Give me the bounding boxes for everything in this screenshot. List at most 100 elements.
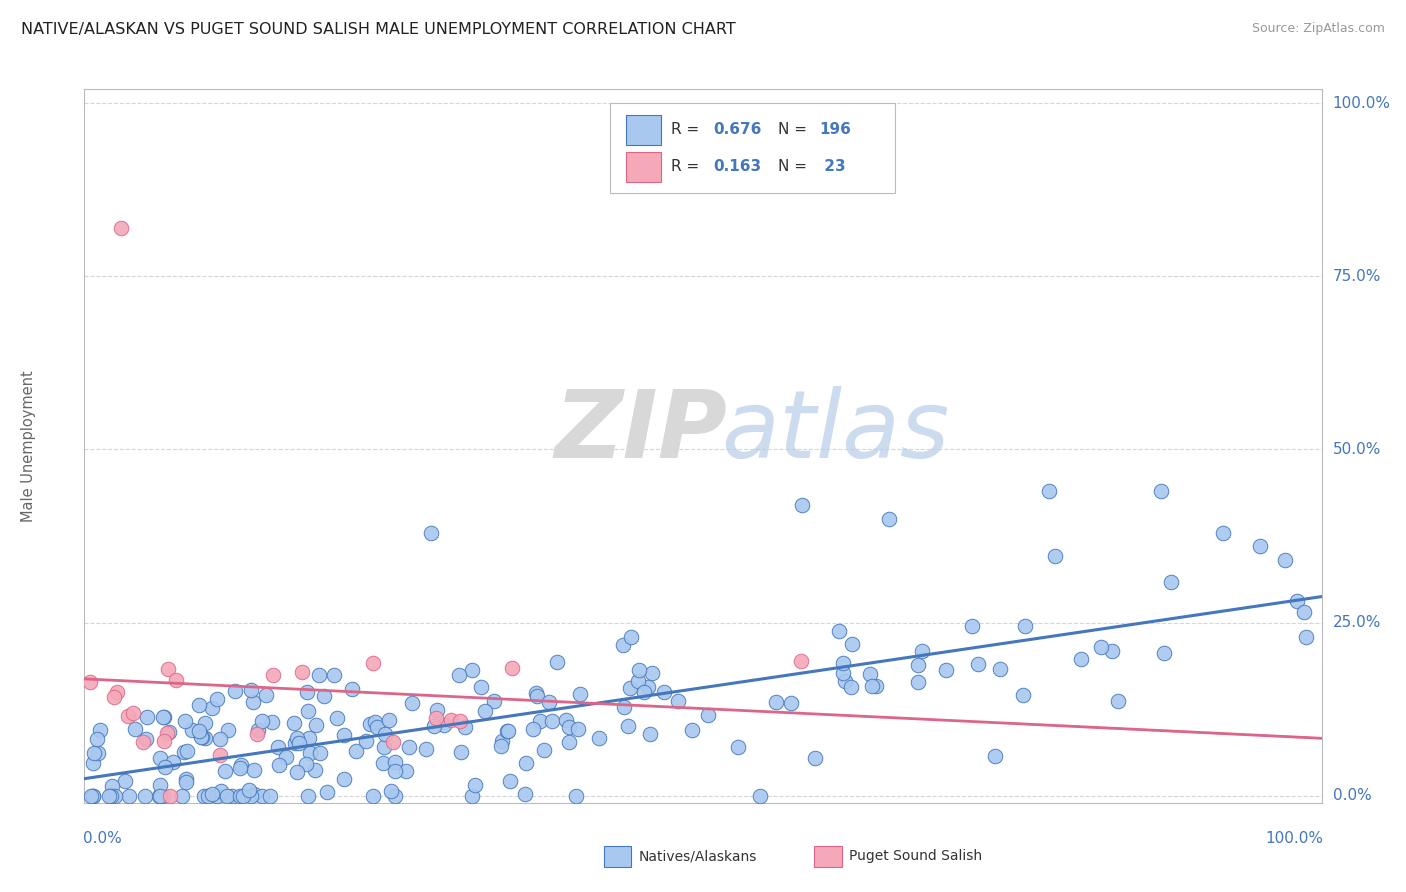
- Point: [224, 684, 246, 698]
- Point: [612, 638, 634, 652]
- Point: [205, 692, 228, 706]
- Point: [1101, 644, 1123, 658]
- Point: [173, 745, 195, 759]
- Point: [515, 787, 537, 801]
- Point: [1038, 483, 1060, 498]
- Point: [149, 751, 172, 765]
- Point: [148, 789, 170, 803]
- Text: NATIVE/ALASKAN VS PUGET SOUND SALISH MALE UNEMPLOYMENT CORRELATION CHART: NATIVE/ALASKAN VS PUGET SOUND SALISH MAL…: [21, 22, 735, 37]
- Point: [499, 773, 522, 788]
- Point: [229, 761, 252, 775]
- Point: [1150, 483, 1173, 498]
- Point: [361, 656, 384, 670]
- Point: [359, 717, 381, 731]
- Point: [419, 525, 441, 540]
- Point: [616, 718, 638, 732]
- Point: [242, 695, 264, 709]
- Point: [103, 690, 125, 705]
- Text: N =: N =: [779, 159, 813, 174]
- Point: [214, 764, 236, 778]
- Point: [259, 789, 281, 803]
- Point: [384, 756, 406, 770]
- Point: [314, 689, 336, 703]
- Point: [470, 680, 492, 694]
- Point: [1107, 694, 1129, 708]
- Point: [461, 663, 484, 677]
- Text: Source: ZipAtlas.com: Source: ZipAtlas.com: [1251, 22, 1385, 36]
- Point: [309, 746, 332, 760]
- Point: [1212, 525, 1234, 540]
- Point: [628, 663, 651, 677]
- Point: [254, 688, 277, 702]
- Point: [749, 789, 772, 803]
- Point: [865, 679, 887, 693]
- Point: [260, 714, 283, 729]
- Point: [569, 688, 592, 702]
- Point: [537, 694, 560, 708]
- Point: [911, 644, 934, 658]
- Text: ZIP: ZIP: [554, 385, 727, 478]
- Point: [333, 728, 356, 742]
- Point: [283, 715, 305, 730]
- Point: [243, 763, 266, 777]
- Point: [460, 789, 482, 803]
- Point: [89, 723, 111, 737]
- Point: [105, 685, 128, 699]
- Point: [522, 722, 544, 736]
- Point: [482, 694, 505, 708]
- Point: [935, 664, 957, 678]
- Point: [201, 700, 224, 714]
- Point: [156, 662, 179, 676]
- Bar: [814, 846, 842, 867]
- Text: 100.0%: 100.0%: [1265, 831, 1323, 847]
- Point: [304, 763, 326, 777]
- Point: [681, 723, 703, 738]
- Point: [384, 764, 406, 778]
- Point: [804, 751, 827, 765]
- Point: [269, 758, 291, 772]
- Point: [859, 667, 882, 681]
- Point: [620, 630, 643, 644]
- Text: 75.0%: 75.0%: [1333, 268, 1381, 284]
- Text: 0.0%: 0.0%: [1333, 789, 1371, 804]
- Point: [1249, 540, 1271, 554]
- Point: [834, 674, 856, 689]
- Text: atlas: atlas: [721, 386, 950, 477]
- Point: [524, 686, 547, 700]
- Point: [197, 789, 219, 803]
- Point: [117, 708, 139, 723]
- Point: [242, 788, 264, 802]
- Text: R =: R =: [671, 159, 704, 174]
- Point: [613, 699, 636, 714]
- Point: [82, 789, 104, 803]
- Point: [374, 727, 396, 741]
- Point: [274, 749, 297, 764]
- Point: [174, 775, 197, 789]
- Point: [1070, 652, 1092, 666]
- Point: [294, 757, 316, 772]
- Point: [308, 667, 330, 681]
- Point: [252, 789, 274, 803]
- Text: 0.163: 0.163: [713, 159, 761, 174]
- Text: Puget Sound Salish: Puget Sound Salish: [849, 849, 983, 863]
- Bar: [626, 115, 661, 145]
- Point: [373, 740, 395, 755]
- Text: 25.0%: 25.0%: [1333, 615, 1381, 630]
- Point: [425, 711, 447, 725]
- Point: [727, 739, 749, 754]
- Point: [565, 789, 588, 803]
- Point: [131, 735, 153, 749]
- Point: [239, 789, 262, 803]
- Point: [87, 746, 110, 760]
- Point: [298, 731, 321, 746]
- Point: [790, 498, 813, 512]
- Point: [382, 735, 405, 749]
- Point: [238, 782, 260, 797]
- Point: [100, 789, 122, 803]
- Point: [366, 720, 388, 734]
- Point: [627, 674, 650, 689]
- Point: [1014, 619, 1036, 633]
- Point: [79, 675, 101, 690]
- Point: [152, 710, 174, 724]
- Point: [567, 722, 589, 736]
